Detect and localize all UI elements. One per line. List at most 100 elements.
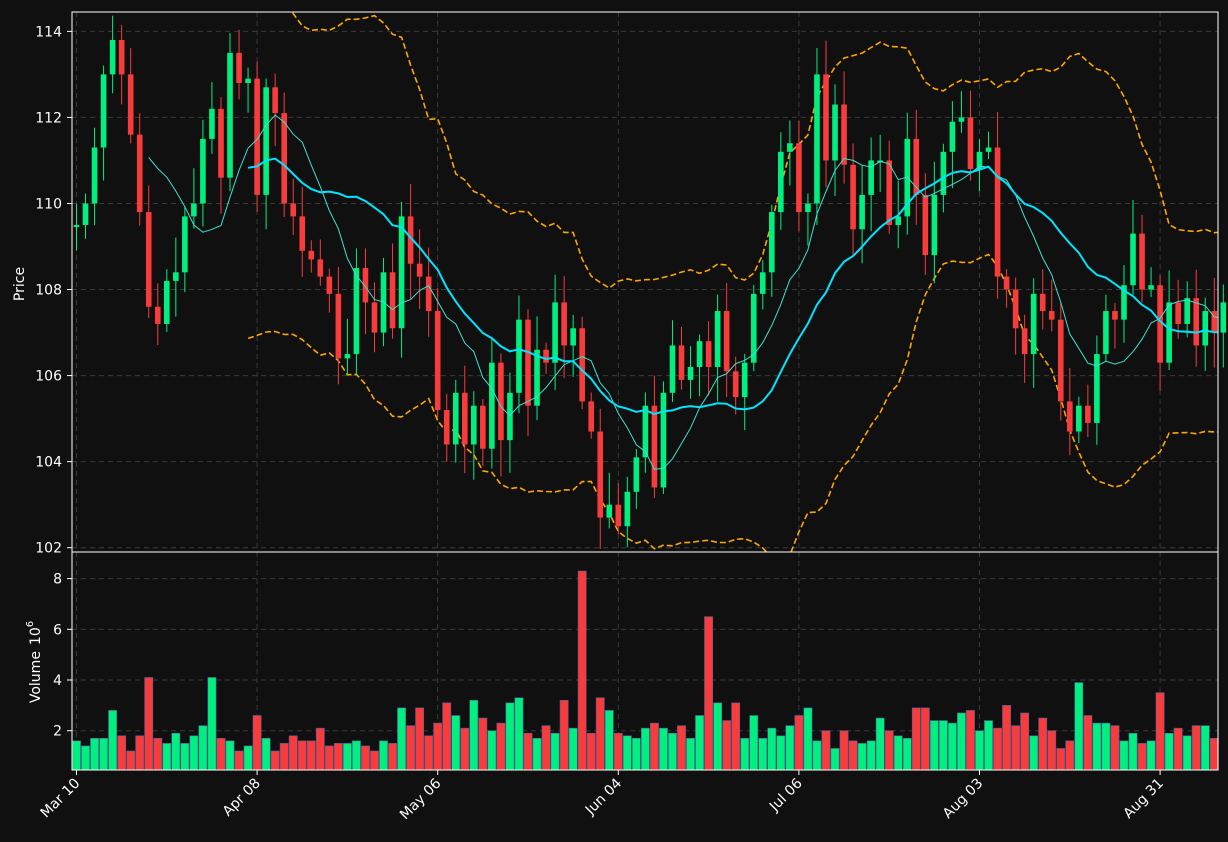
candle-body [182, 216, 188, 273]
price-tick-label: 114 [35, 24, 62, 40]
volume-bar [866, 740, 876, 771]
candle-body [1211, 311, 1218, 333]
candle-body [471, 405, 477, 445]
long-ma-line [247, 157, 1218, 416]
volume-bar [1038, 717, 1048, 771]
candle-body [480, 405, 486, 449]
volume-bar [848, 740, 858, 771]
candle-body [705, 341, 712, 367]
candle-body [994, 147, 1001, 277]
volume-bar [686, 738, 695, 771]
volume-bar [668, 732, 677, 771]
volume-axis-title: Volume 106 [25, 621, 44, 703]
candle-body [624, 491, 631, 527]
volume-bar [1092, 722, 1102, 771]
volume-bar [893, 735, 903, 771]
candle-body [1067, 401, 1073, 432]
volume-bar [252, 715, 262, 771]
volume-bar [875, 717, 885, 771]
candle-body [976, 151, 983, 170]
candle-body [425, 276, 432, 312]
volume-bar [1065, 740, 1075, 771]
volume-bar [550, 732, 560, 771]
volume-bar [424, 735, 434, 771]
volume-panel-frame [71, 551, 1219, 771]
price-tick-label: 110 [35, 196, 62, 212]
volume-bar [857, 743, 867, 771]
volume-bar [713, 702, 723, 771]
volume-bar [243, 745, 253, 771]
volume-bar [749, 715, 759, 771]
candle-body [832, 104, 838, 161]
candle-body [136, 134, 143, 213]
candle-body [922, 194, 929, 256]
candle-body [868, 160, 874, 195]
volume-bar [1182, 735, 1192, 771]
candle-body [91, 147, 98, 204]
volume-bar [911, 707, 921, 771]
candle-body [154, 306, 161, 324]
volume-bar [559, 699, 569, 771]
price-axis-title: Price [12, 267, 28, 301]
price-tick-label: 112 [35, 110, 62, 126]
volume-bar [288, 735, 298, 771]
candle-body [127, 74, 134, 135]
candle-body [895, 216, 902, 225]
candle-body [597, 431, 604, 518]
volume-bar [677, 725, 686, 771]
candle-body [1094, 354, 1100, 423]
volume-bar [505, 702, 515, 771]
candle-body [263, 87, 269, 195]
volume-bar [487, 730, 497, 771]
candle-body [886, 160, 892, 225]
candle-body [461, 392, 468, 445]
candle-body [1184, 298, 1190, 324]
volume-bar [324, 745, 334, 771]
price-tick-label: 104 [35, 455, 62, 471]
candle-body [660, 392, 667, 488]
volume-bar [370, 750, 379, 771]
volume-bar [1191, 725, 1201, 771]
volume-bar [1083, 715, 1093, 771]
candle-body [1148, 285, 1154, 290]
candle-body [687, 366, 694, 380]
volume-bar [740, 738, 750, 771]
candle-body [1202, 311, 1209, 346]
candle-body [588, 401, 595, 432]
candle-body [723, 311, 730, 372]
volume-bar [1119, 740, 1129, 771]
volume-bar [586, 732, 596, 771]
candle-body [73, 224, 80, 228]
volume-bar [884, 730, 894, 771]
candle-body [82, 203, 89, 225]
volume-bar [532, 738, 542, 771]
lower-band-line [247, 253, 1218, 552]
volume-bar [1047, 730, 1057, 771]
candle-body [1121, 285, 1127, 320]
volume-bar [379, 740, 388, 771]
candle-body [552, 302, 558, 363]
candle-body [1057, 319, 1064, 402]
candle-body [362, 268, 369, 303]
candle-body [371, 302, 378, 333]
volume-bar [189, 735, 199, 771]
volume-bar [352, 740, 361, 771]
candle-body [805, 203, 811, 213]
volume-bar [333, 743, 343, 771]
candle-body [1003, 276, 1010, 290]
price-tick-label: 102 [35, 541, 62, 557]
volume-bar [135, 735, 145, 771]
candle-body [669, 345, 676, 393]
volume-bar [225, 740, 235, 771]
candle-body [651, 405, 658, 488]
volume-bar [604, 710, 614, 771]
candle-body [290, 203, 297, 217]
volume-bar [568, 727, 578, 771]
moving-averages [148, 114, 1218, 470]
candle-body [967, 117, 974, 170]
volume-bar [234, 750, 244, 771]
candle-body [958, 117, 965, 122]
volume-axis-exponent-power: 6 [25, 621, 36, 627]
volume-bar [388, 743, 397, 771]
